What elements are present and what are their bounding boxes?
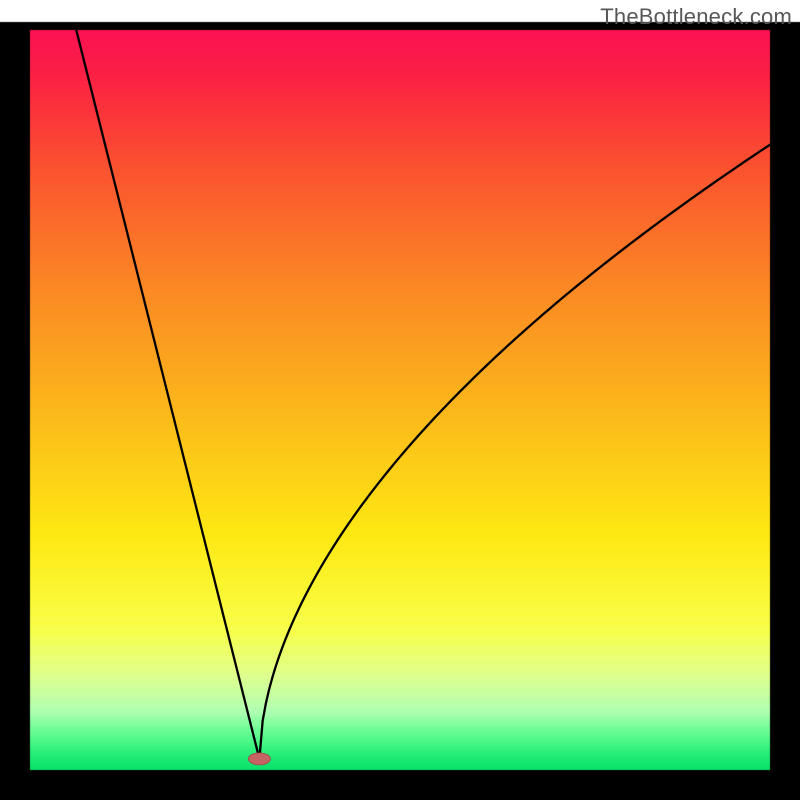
chart-background <box>0 0 800 800</box>
chart-stage: TheBottleneck.com <box>0 0 800 800</box>
watermark-text: TheBottleneck.com <box>600 4 792 30</box>
